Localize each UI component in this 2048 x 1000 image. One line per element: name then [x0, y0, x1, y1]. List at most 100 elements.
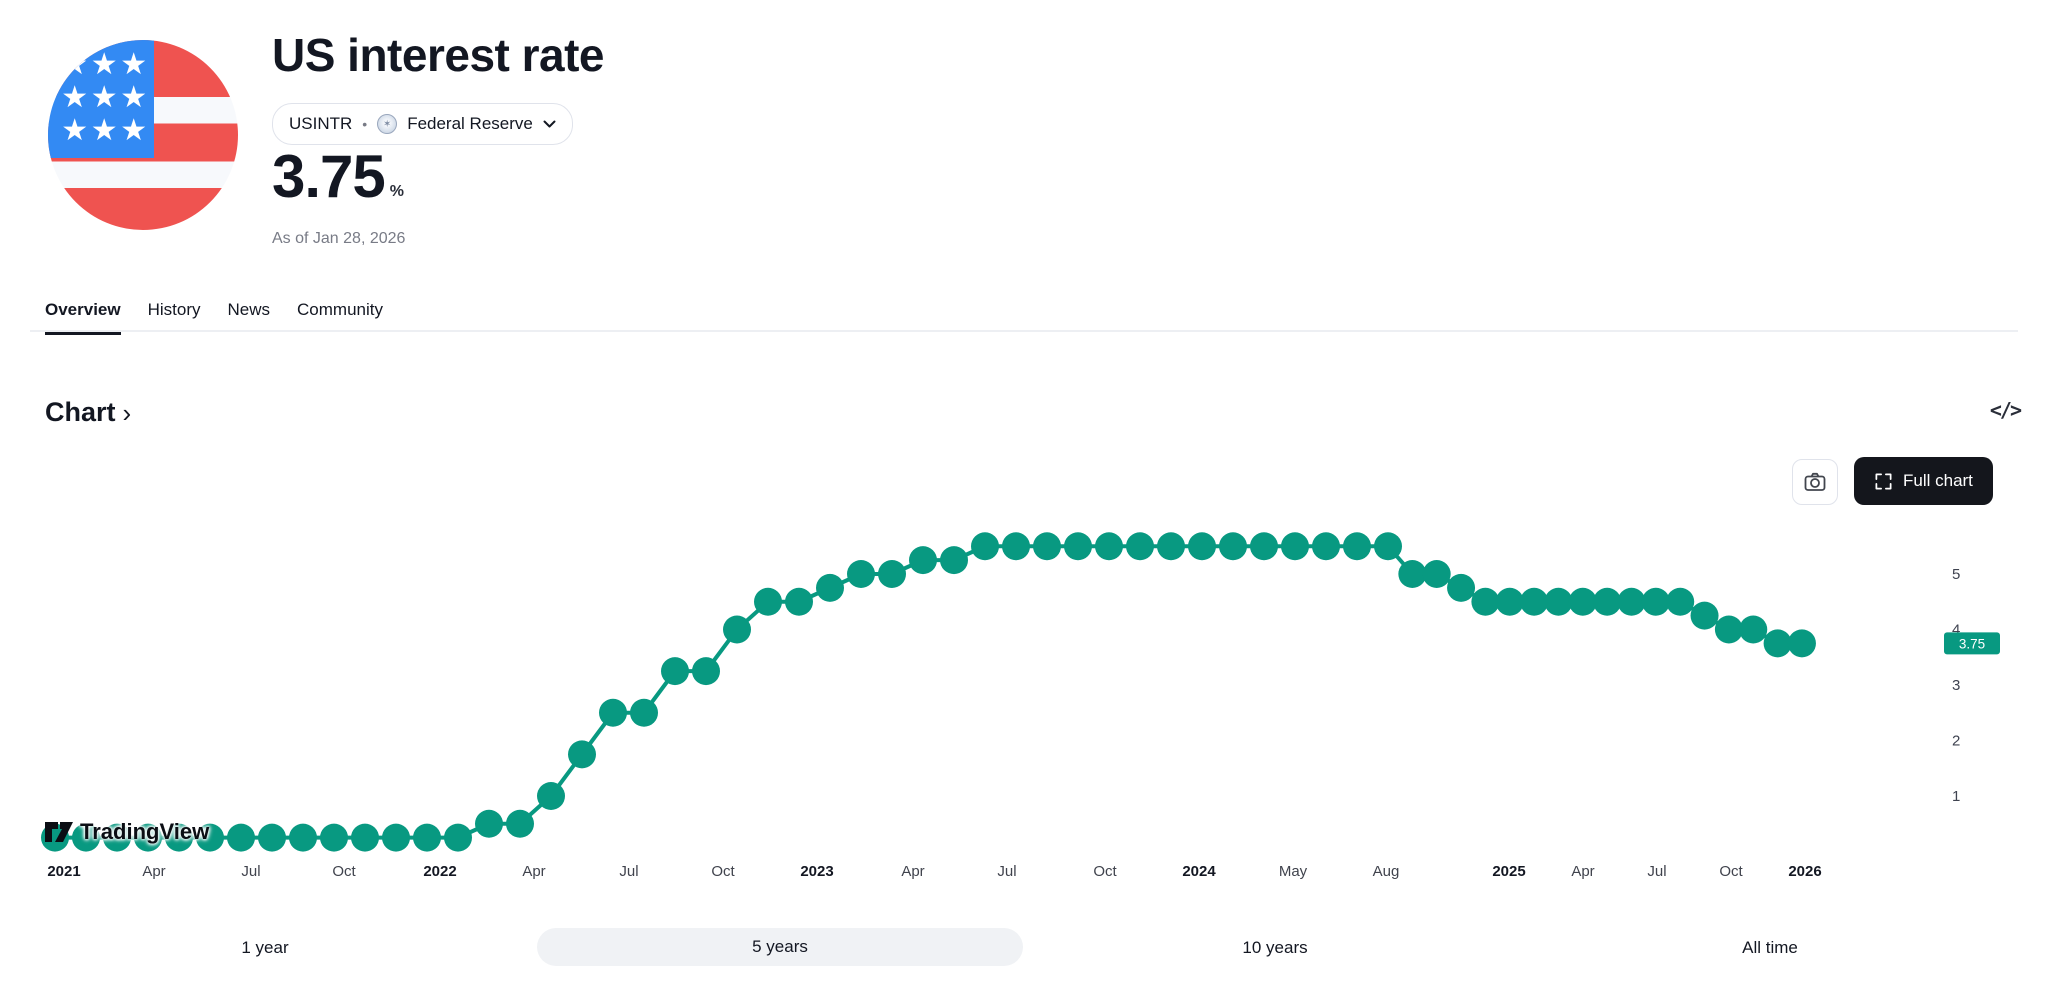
chart-dot [134, 823, 162, 852]
range-10-years[interactable]: 10 years [1236, 928, 1313, 966]
as-of-date: As of Jan 28, 2026 [272, 230, 406, 247]
range-1-year[interactable]: 1 year [235, 928, 294, 966]
chart-section-link[interactable]: Chart › [45, 396, 131, 429]
tab-overview[interactable]: Overview [45, 300, 121, 335]
x-axis-label: 2024 [1182, 863, 1216, 880]
chart-dot [568, 740, 596, 769]
chart-dot [165, 823, 193, 852]
chart-dot [1495, 587, 1524, 616]
x-axis-label: 2025 [1492, 863, 1525, 880]
x-axis-label: 2021 [47, 863, 80, 880]
chart-dot [1714, 615, 1743, 644]
chart-dot [289, 823, 317, 852]
chart-dot [382, 823, 410, 852]
x-axis-label: 2022 [423, 863, 456, 880]
federal-reserve-icon: ✶ [377, 114, 398, 134]
snapshot-button[interactable] [1792, 459, 1838, 505]
chart-dot [971, 532, 999, 561]
current-rate: 3.75 % [272, 147, 404, 207]
chart-dot [1250, 532, 1278, 561]
chart-dot [1787, 629, 1816, 658]
chart-dot [475, 809, 503, 838]
y-axis-label: 2 [1952, 733, 1960, 750]
chart-dot [1126, 532, 1154, 561]
chart-dot [1095, 532, 1123, 561]
y-axis-label: 3 [1952, 677, 1960, 694]
y-axis-label: 4 [1952, 622, 1960, 639]
tab-community[interactable]: Community [297, 300, 383, 319]
full-chart-label: Full chart [1903, 471, 1973, 490]
x-axis-label: Apr [142, 863, 165, 880]
chart-dot [1471, 587, 1500, 616]
tradingview-logo [45, 822, 73, 842]
symbol-source-badge[interactable]: USINTR • ✶ Federal Reserve [272, 103, 573, 145]
chart-dot [72, 823, 100, 852]
y-axis-label: 5 [1952, 566, 1960, 583]
x-axis-label: Jul [241, 863, 260, 880]
range-all-time[interactable]: All time [1736, 928, 1804, 966]
chart-dot [1617, 587, 1646, 616]
x-axis-label: 2026 [1788, 863, 1821, 880]
interest-rate-chart[interactable]: 5 4 3 2 1 2021 Apr Jul Oct 2022 Apr Jul Oct 2023 Apr Ju… [0, 420, 2048, 890]
chart-dot [1544, 587, 1573, 616]
chart-dot [103, 823, 131, 852]
full-chart-button[interactable]: Full chart [1854, 457, 1993, 505]
chart-dot [1398, 560, 1427, 588]
x-axis-label: Apr [522, 863, 545, 880]
x-axis-label: May [1279, 863, 1308, 880]
chart-dot [1002, 532, 1030, 561]
rate-value: 3.75 [272, 143, 386, 210]
chart-dot [1312, 532, 1340, 561]
tab-history[interactable]: History [147, 300, 201, 319]
chart-dot [847, 560, 875, 588]
y-axis-label: 1 [1952, 788, 1960, 805]
chart-dot [196, 823, 224, 852]
chart-dot [1641, 587, 1670, 616]
chart-dot [506, 809, 534, 838]
x-axis-label: Apr [1571, 863, 1594, 880]
chevron-right-icon: › [122, 398, 132, 428]
chart-dot [1520, 587, 1549, 616]
chart-dot [692, 657, 720, 686]
source-label: Federal Reserve [407, 114, 533, 133]
chart-dot [661, 657, 689, 686]
chart-dot [1374, 532, 1402, 561]
chart-dot [1188, 532, 1216, 561]
x-axis-label: Jul [619, 863, 638, 880]
chart-dot [1033, 532, 1061, 561]
flag-canton: ★ ★ ★ ★ ★ ★ ★ ★ ★ [48, 40, 155, 158]
x-axis-label: Jul [1647, 863, 1666, 880]
chart-dot [1343, 532, 1371, 561]
chart-dot [909, 546, 937, 575]
tab-news[interactable]: News [227, 300, 271, 319]
chart-dot [1568, 587, 1597, 616]
range-5-years[interactable]: 5 years [537, 928, 1023, 966]
chart-dot [227, 823, 255, 852]
symbol-label: USINTR [289, 114, 353, 133]
x-axis-label: 2023 [800, 863, 833, 880]
code-embed-icon[interactable]: </> [1989, 398, 2022, 422]
tab-bar: Overview History News Community [45, 300, 383, 335]
chart-dot [1690, 601, 1719, 630]
chart-dot [630, 698, 658, 727]
chart-dot [754, 587, 782, 616]
chart-section-heading: Chart [45, 397, 116, 427]
chart-dot [1447, 573, 1476, 602]
x-axis-label: Oct [1719, 863, 1743, 880]
tradingview-watermark: TradingView [44, 818, 209, 846]
chart-dot [258, 823, 286, 852]
chart-dot [1666, 587, 1695, 616]
us-flag-icon: ★ ★ ★ ★ ★ ★ ★ ★ ★ [48, 40, 238, 230]
x-axis-label: Oct [332, 863, 356, 880]
chart-dot [723, 615, 751, 644]
separator-dot: • [362, 116, 368, 132]
x-axis-label: Aug [1373, 863, 1400, 880]
fullscreen-corners-icon [1875, 473, 1892, 489]
chart-dot [1763, 629, 1792, 658]
camera-icon [1804, 472, 1826, 491]
chart-dot [1739, 615, 1768, 644]
chart-dot [1422, 560, 1451, 588]
x-axis-label: Oct [1093, 863, 1117, 880]
chart-dot [413, 823, 441, 852]
x-axis-label: Oct [711, 863, 735, 880]
